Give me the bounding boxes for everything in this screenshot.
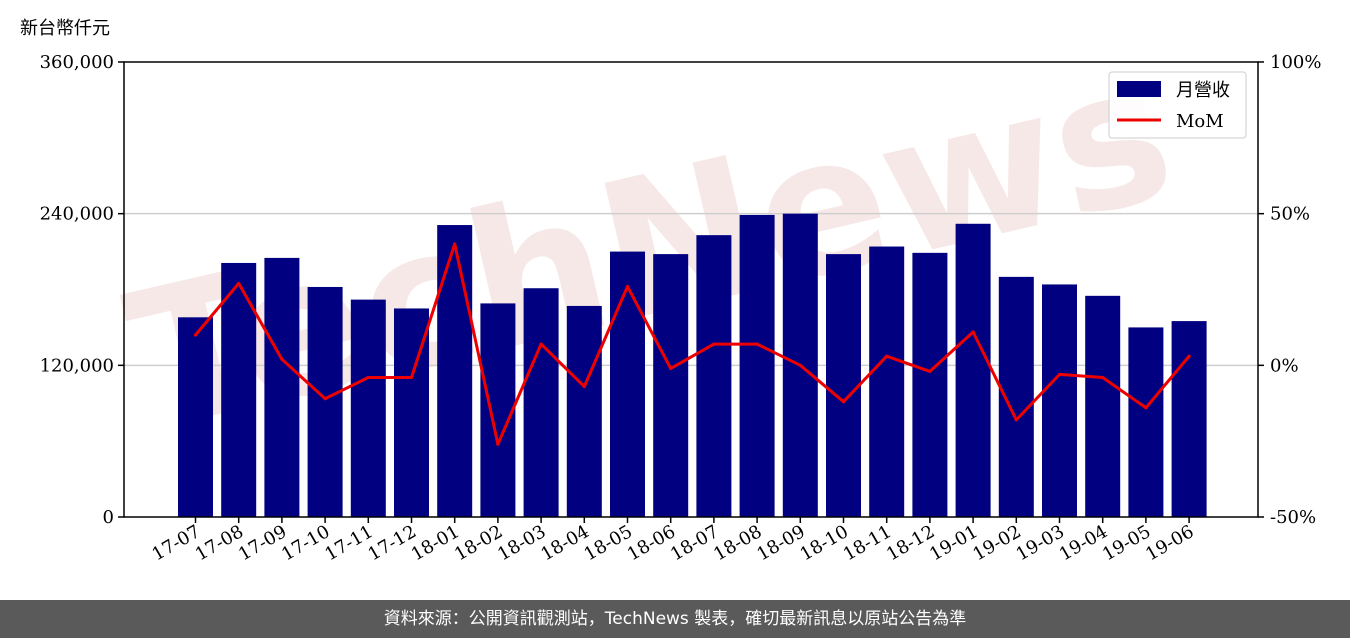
y-right-tick-label: -50% bbox=[1270, 507, 1316, 528]
y-left-tick-label: 120,000 bbox=[40, 355, 114, 376]
x-tick-label: 18-10 bbox=[797, 521, 852, 565]
mom-point bbox=[1187, 354, 1191, 358]
x-tick-label: 18-05 bbox=[581, 521, 636, 565]
revenue-bar bbox=[869, 246, 905, 517]
mom-point bbox=[712, 342, 716, 346]
legend-swatch-bar bbox=[1117, 81, 1161, 97]
y-right-tick-label: 100% bbox=[1270, 52, 1321, 73]
x-tick-label: 17-11 bbox=[321, 521, 376, 565]
legend: 月營收 MoM bbox=[1108, 71, 1247, 139]
mom-point bbox=[625, 284, 630, 289]
revenue-bar bbox=[1042, 284, 1077, 517]
y-unit-label: 新台幣仟元 bbox=[20, 18, 110, 39]
x-tick-label: 17-08 bbox=[192, 521, 247, 565]
y-right-tick-label: 50% bbox=[1270, 204, 1310, 225]
mom-point bbox=[237, 281, 241, 286]
revenue-bar bbox=[1171, 321, 1207, 517]
revenue-bar bbox=[178, 317, 213, 517]
x-tick-label: 19-03 bbox=[1013, 521, 1068, 565]
y-right-tick-label: 0% bbox=[1270, 355, 1299, 376]
revenue-bar bbox=[653, 254, 689, 517]
y-left-tick-label: 360,000 bbox=[40, 52, 114, 73]
mom-point bbox=[1057, 372, 1062, 377]
revenue-bar bbox=[696, 235, 732, 517]
revenue-bar bbox=[566, 305, 602, 517]
revenue-bar bbox=[307, 286, 343, 517]
mom-point bbox=[928, 369, 932, 373]
revenue-bar bbox=[523, 288, 559, 517]
revenue-chart: TechNews 0 120,000 240,000 360,000 -50% 0% 50%… bbox=[20, 18, 1321, 565]
revenue-bar bbox=[1128, 327, 1164, 517]
x-tick-label: 17-09 bbox=[235, 521, 290, 565]
mom-point bbox=[798, 363, 802, 367]
x-tick-label: 19-02 bbox=[969, 521, 1024, 565]
x-tick-label: 18-11 bbox=[840, 521, 895, 565]
revenue-bar bbox=[350, 299, 386, 517]
mom-point bbox=[539, 342, 543, 346]
x-tick-label: 19-04 bbox=[1056, 521, 1111, 565]
x-tick-label: 18-09 bbox=[753, 521, 808, 565]
revenue-bar bbox=[610, 251, 645, 518]
legend-label-mom: MoM bbox=[1176, 111, 1224, 132]
mom-line bbox=[194, 242, 1191, 446]
revenue-bar bbox=[437, 225, 473, 517]
mom-point bbox=[323, 397, 327, 401]
revenue-bar bbox=[221, 262, 257, 517]
mom-point bbox=[453, 242, 457, 246]
mom-point bbox=[280, 357, 284, 361]
x-tick-label: 19-05 bbox=[1099, 521, 1154, 565]
bar-series bbox=[178, 213, 1207, 518]
mom-point bbox=[409, 375, 414, 380]
chart-canvas: TechNews 0120,000240,000360,000-50%0%50%… bbox=[20, 18, 1321, 565]
revenue-bar bbox=[826, 254, 861, 517]
x-tick-label: 18-12 bbox=[883, 521, 938, 565]
mom-point bbox=[885, 354, 889, 358]
mom-point bbox=[193, 333, 198, 337]
legend-label-revenue: 月營收 bbox=[1176, 80, 1230, 101]
mom-point bbox=[366, 375, 370, 380]
revenue-bar bbox=[264, 257, 300, 517]
x-tick-label: 18-04 bbox=[537, 521, 592, 565]
plot-frame bbox=[123, 61, 1259, 518]
mom-point bbox=[1014, 418, 1018, 422]
mom-point bbox=[496, 442, 500, 446]
mom-point bbox=[669, 366, 673, 370]
x-tick-label: 18-03 bbox=[494, 521, 549, 565]
x-tick-label: 18-08 bbox=[710, 521, 765, 565]
mom-point bbox=[841, 400, 846, 404]
y-left-tick-label: 0 bbox=[103, 507, 114, 528]
mom-point bbox=[755, 342, 759, 346]
revenue-bar bbox=[480, 303, 516, 517]
line-series bbox=[193, 242, 1191, 446]
x-tick-label: 18-01 bbox=[408, 521, 463, 565]
mom-point bbox=[1144, 406, 1148, 410]
revenue-bar bbox=[955, 223, 991, 517]
mom-point bbox=[971, 330, 975, 334]
revenue-bar bbox=[739, 214, 775, 518]
x-tick-label: 18-02 bbox=[451, 521, 506, 565]
revenue-bar bbox=[912, 252, 948, 517]
x-tick-label: 17-07 bbox=[149, 521, 204, 565]
x-tick-label: 17-10 bbox=[278, 521, 333, 565]
x-tick-label: 19-01 bbox=[926, 521, 981, 565]
x-tick-label: 19-06 bbox=[1142, 521, 1197, 565]
x-tick-label: 18-06 bbox=[624, 521, 679, 565]
x-tick-label: 18-07 bbox=[667, 521, 722, 565]
y-left-tick-label: 240,000 bbox=[40, 204, 114, 225]
x-tick-label: 17-12 bbox=[365, 521, 420, 565]
source-footer: 資料來源：公開資訊觀測站，TechNews 製表，確切最新訊息以原站公告為準 bbox=[0, 600, 1350, 638]
revenue-bar bbox=[1085, 295, 1121, 517]
mom-point bbox=[1101, 375, 1105, 380]
mom-point bbox=[582, 384, 586, 389]
